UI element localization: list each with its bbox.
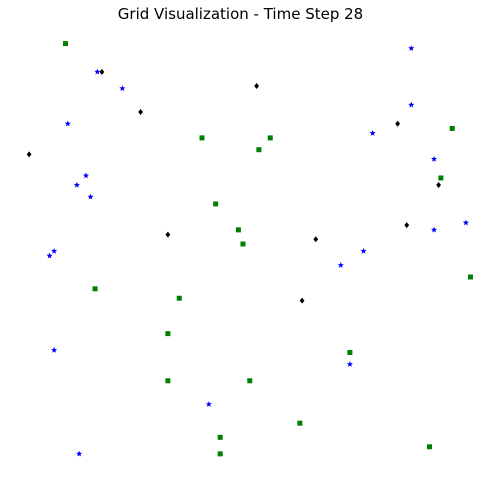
- point-star-1-2: [119, 85, 126, 91]
- point-diamond-2-7: [165, 231, 171, 238]
- point-square-0-0: [63, 41, 68, 47]
- point-square-0-17: [217, 434, 223, 440]
- point-star-1-14: [360, 247, 367, 254]
- point-square-0-4: [449, 125, 455, 131]
- point-star-1-17: [346, 361, 353, 367]
- point-square-0-7: [235, 227, 241, 233]
- point-star-1-10: [431, 226, 438, 233]
- point-square-0-11: [467, 274, 473, 280]
- plot-marks: [26, 41, 473, 457]
- point-star-1-1: [94, 68, 101, 75]
- point-square-0-16: [297, 420, 303, 426]
- point-star-1-6: [431, 155, 438, 162]
- point-star-1-11: [462, 219, 469, 226]
- point-diamond-2-8: [313, 236, 319, 243]
- chart-title: Grid Visualization - Time Step 28: [117, 5, 364, 23]
- point-diamond-2-6: [404, 222, 410, 229]
- point-square-0-12: [165, 331, 171, 337]
- point-diamond-2-0: [99, 68, 105, 75]
- point-star-1-19: [76, 450, 83, 457]
- point-star-1-15: [337, 262, 344, 268]
- point-star-1-7: [82, 172, 90, 179]
- point-square-0-9: [92, 286, 98, 292]
- point-square-0-6: [213, 201, 219, 207]
- point-star-1-12: [51, 247, 58, 254]
- point-square-0-2: [267, 135, 273, 141]
- point-diamond-2-3: [395, 120, 401, 127]
- point-star-1-9: [87, 193, 94, 200]
- point-diamond-2-2: [138, 108, 143, 115]
- point-star-1-18: [205, 401, 212, 407]
- point-star-1-4: [64, 120, 71, 127]
- point-diamond-2-1: [254, 83, 259, 90]
- point-diamond-2-9: [299, 297, 305, 304]
- point-square-0-3: [256, 147, 262, 153]
- point-star-1-16: [51, 346, 58, 353]
- point-star-1-3: [408, 101, 415, 108]
- point-square-0-19: [217, 451, 223, 457]
- point-square-0-8: [240, 241, 246, 247]
- point-square-0-10: [176, 295, 182, 301]
- point-star-1-13: [46, 252, 53, 259]
- point-square-0-18: [427, 444, 432, 450]
- point-square-0-15: [247, 378, 253, 384]
- point-star-1-0: [408, 45, 415, 51]
- point-square-0-13: [347, 349, 353, 355]
- point-square-0-14: [165, 378, 171, 384]
- point-square-0-5: [438, 175, 444, 181]
- point-star-1-5: [369, 129, 376, 136]
- point-diamond-2-5: [436, 182, 441, 189]
- point-diamond-2-4: [26, 151, 32, 158]
- point-star-1-8: [73, 181, 80, 188]
- point-square-0-1: [199, 135, 205, 141]
